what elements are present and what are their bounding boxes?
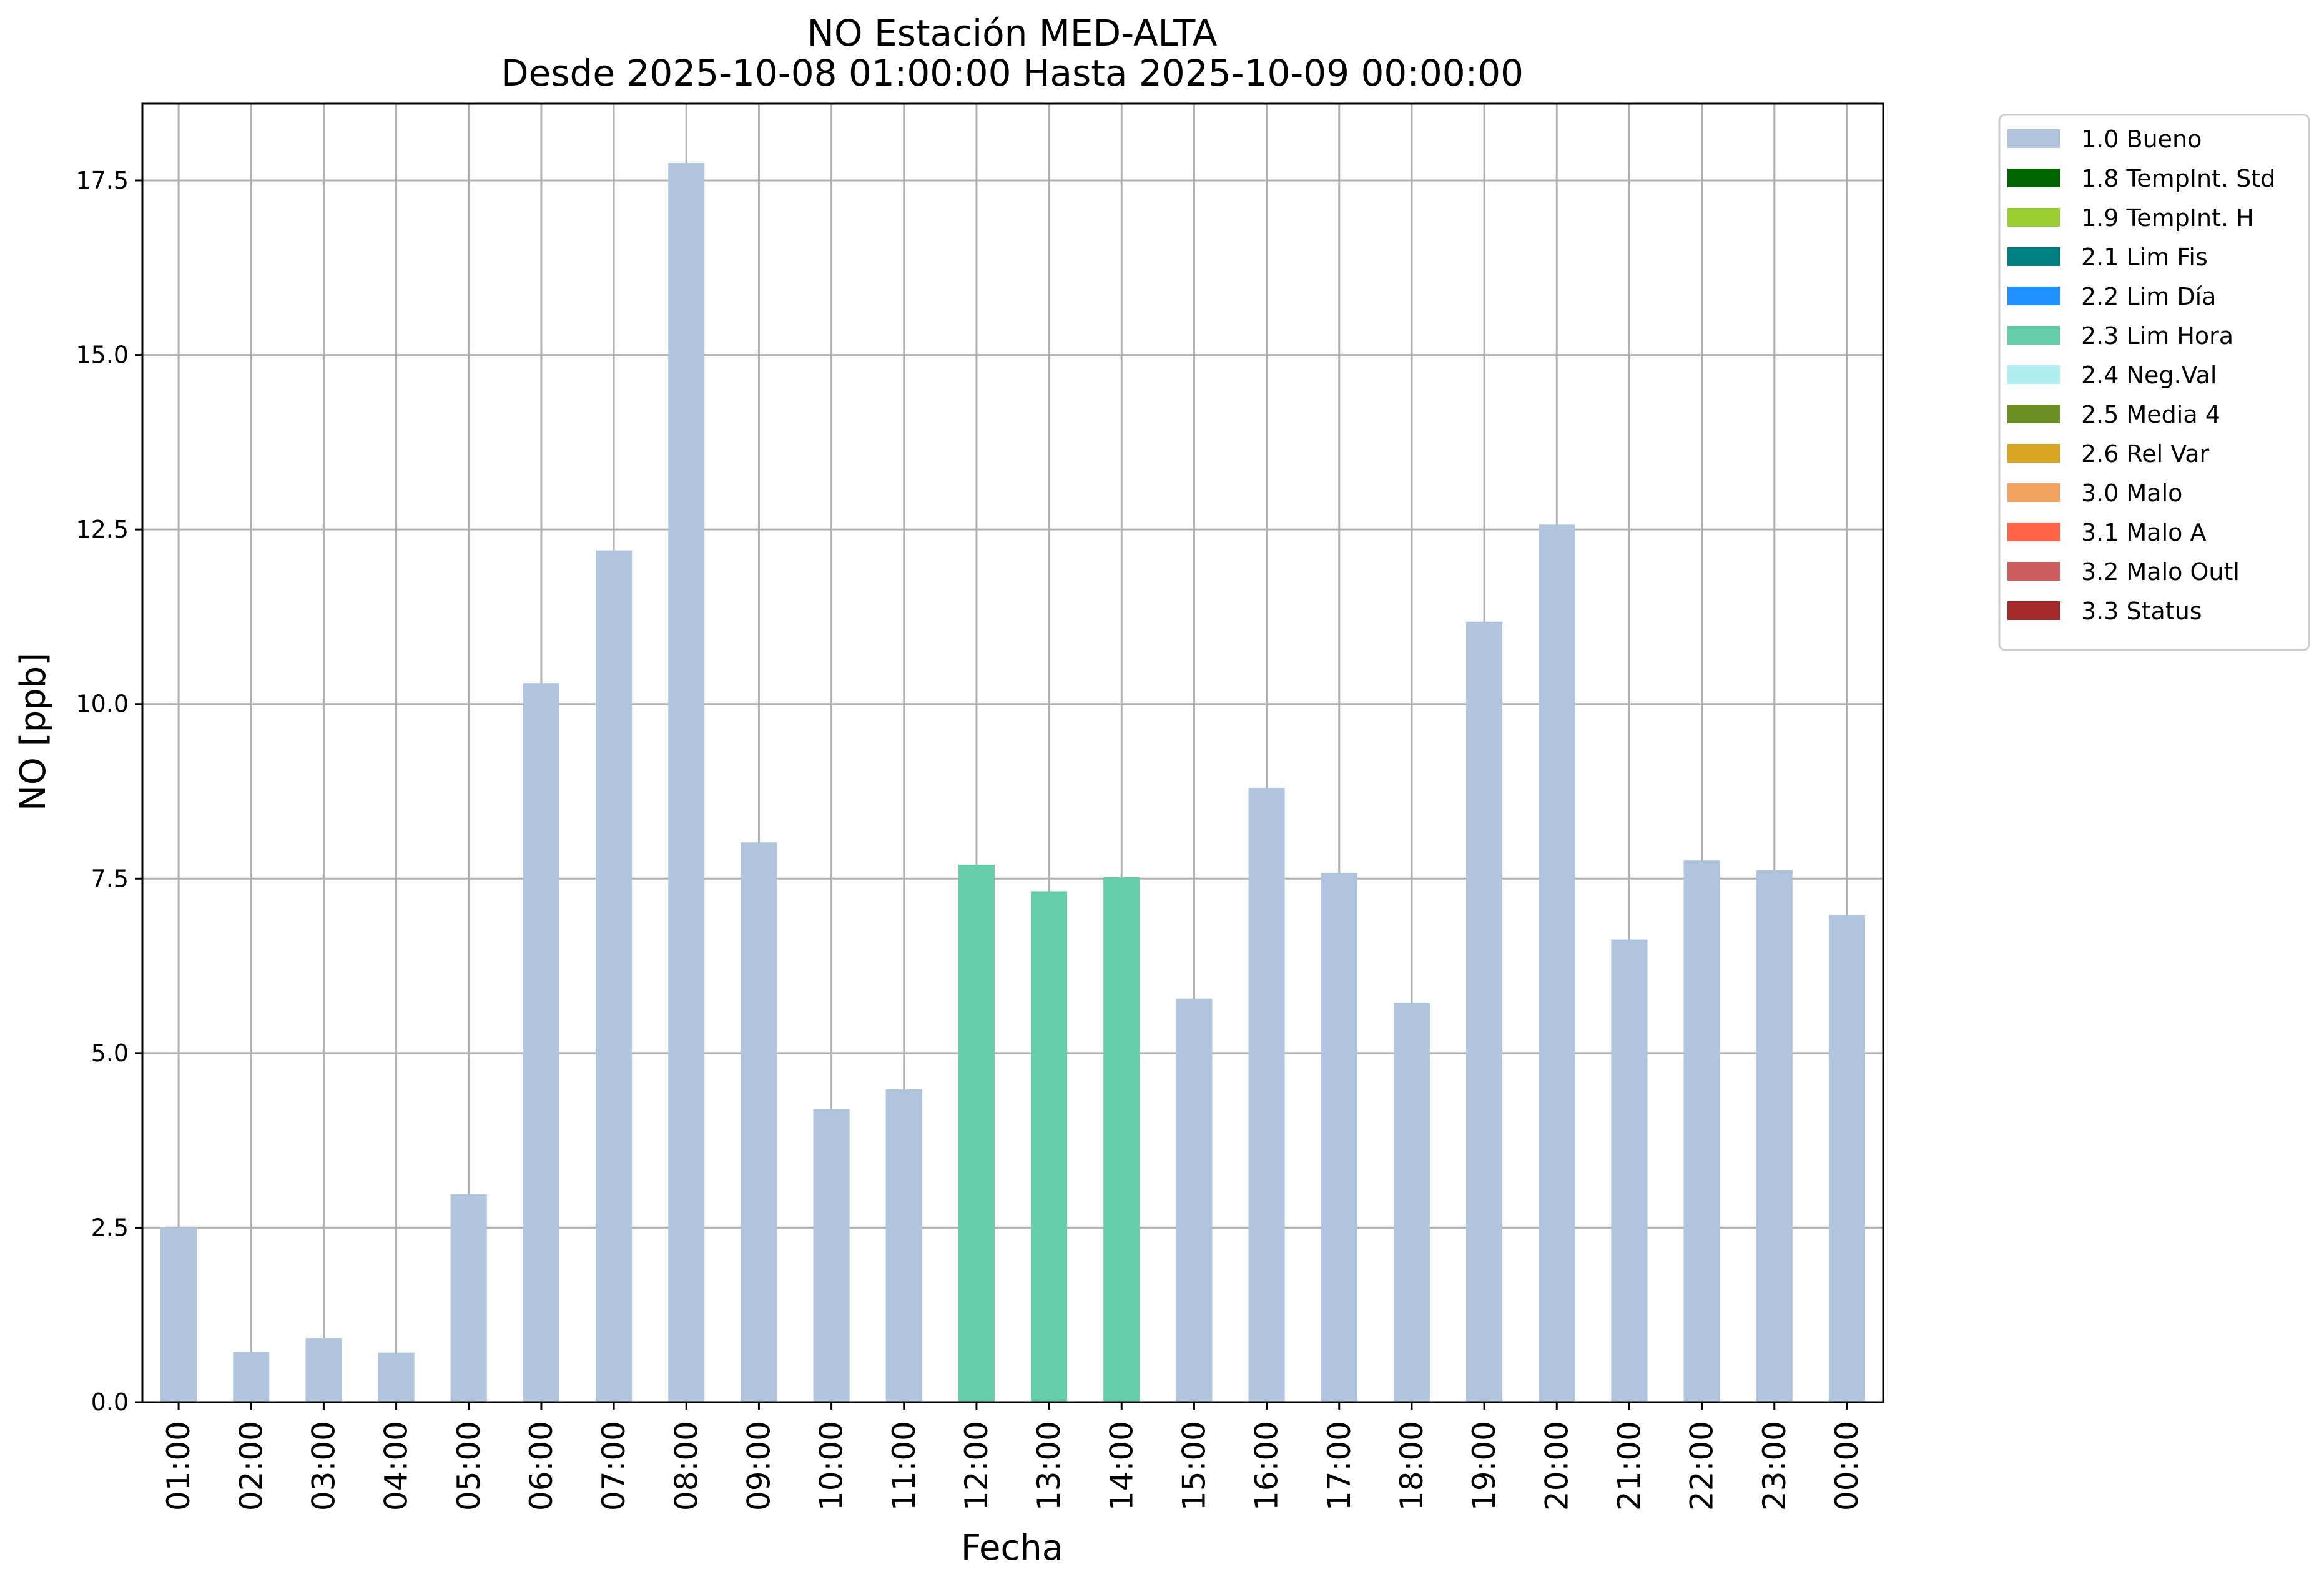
chart-subtitle: Desde 2025-10-08 01:00:00 Hasta 2025-10-…	[501, 52, 1524, 94]
legend-box	[1998, 114, 2310, 651]
x-tick-label: 13:00	[1031, 1421, 1067, 1511]
legend-label: 1.0 Bueno	[2081, 125, 2202, 153]
x-tick-label: 16:00	[1249, 1421, 1285, 1511]
x-tick-label: 00:00	[1829, 1421, 1865, 1511]
bar-0600	[523, 683, 559, 1402]
bar-1100	[885, 1089, 922, 1402]
bar-2300	[1756, 870, 1793, 1402]
y-axis-ticks: 0.0 2.5 5.0 7.5 10.0 12.5 15.0 17.5	[76, 167, 142, 1416]
legend-swatch	[2007, 208, 2060, 227]
legend-swatch	[2007, 326, 2060, 345]
bar-2000	[1539, 524, 1575, 1403]
bar-1300	[1031, 891, 1068, 1402]
legend-swatch	[2007, 483, 2060, 502]
legend-label: 2.4 Neg.Val	[2081, 361, 2217, 389]
legend-swatch	[2007, 169, 2060, 187]
y-tick-label: 5.0	[91, 1039, 129, 1067]
bar-0000	[1828, 915, 1865, 1402]
bar-2200	[1683, 860, 1720, 1402]
x-tick-label: 21:00	[1611, 1421, 1647, 1511]
bar-0300	[305, 1338, 342, 1402]
bar-0100	[160, 1227, 197, 1402]
legend-label: 2.1 Lim Fis	[2081, 243, 2208, 271]
bar-0900	[741, 842, 777, 1402]
y-tick-label: 10.0	[76, 690, 129, 718]
y-tick-label: 12.5	[76, 516, 129, 543]
bar-0400	[378, 1352, 415, 1402]
bar-2100	[1611, 939, 1648, 1402]
legend-label: 2.6 Rel Var	[2081, 440, 2210, 468]
y-tick-label: 7.5	[91, 865, 129, 892]
x-tick-label: 15:00	[1176, 1421, 1212, 1511]
bar-1900	[1466, 621, 1503, 1402]
plot-frame	[141, 102, 1884, 1403]
legend-swatch	[2007, 562, 2060, 581]
legend: 1.0 Bueno 1.8 TempInt. Std 1.9 TempInt. H 2…	[1998, 114, 2310, 651]
x-tick-label: 06:00	[523, 1421, 559, 1511]
x-tick-label: 09:00	[741, 1421, 777, 1511]
legend-swatch	[2007, 365, 2060, 384]
x-tick-label: 02:00	[233, 1421, 269, 1511]
x-tick-label: 20:00	[1539, 1421, 1575, 1511]
legend-swatch	[2007, 523, 2060, 541]
bar-1500	[1176, 998, 1213, 1402]
legend-label: 1.9 TempInt. H	[2081, 204, 2254, 232]
y-tick-label: 0.0	[91, 1388, 129, 1416]
x-axis-ticks: 01:00 02:00 03:00 04:00 05:00 06:00 07:00 08:00…	[160, 1402, 1865, 1511]
x-tick-label: 23:00	[1756, 1421, 1793, 1511]
x-tick-label: 22:00	[1684, 1421, 1720, 1511]
bar-1600	[1248, 787, 1285, 1402]
x-tick-label: 18:00	[1394, 1421, 1430, 1511]
legend-label: 1.8 TempInt. Std	[2081, 165, 2275, 192]
x-tick-label: 07:00	[596, 1421, 632, 1511]
bar-1800	[1393, 1003, 1430, 1402]
bar-0800	[668, 163, 705, 1403]
x-tick-label: 03:00	[305, 1421, 342, 1511]
x-tick-label: 14:00	[1103, 1421, 1140, 1511]
legend-label: 3.1 Malo A	[2081, 519, 2206, 546]
x-tick-label: 17:00	[1321, 1421, 1357, 1511]
legend-swatch	[2007, 247, 2060, 266]
chart-title: NO Estación MED-ALTA	[807, 12, 1218, 54]
legend-label: 3.3 Status	[2081, 597, 2202, 625]
x-tick-label: 10:00	[814, 1421, 850, 1511]
legend-label: 3.0 Malo	[2081, 479, 2182, 507]
bar-0500	[450, 1194, 487, 1402]
y-tick-label: 17.5	[76, 167, 129, 194]
bar-1400	[1103, 877, 1140, 1402]
legend-swatch	[2007, 287, 2060, 305]
bars	[160, 163, 1865, 1403]
x-tick-label: 04:00	[378, 1421, 415, 1511]
legend-label: 2.5 Media 4	[2081, 401, 2220, 428]
y-axis-label: NO [ppb]	[13, 652, 54, 811]
y-tick-label: 2.5	[91, 1214, 129, 1241]
bar-1000	[813, 1109, 850, 1402]
bar-0700	[596, 550, 633, 1402]
x-tick-label: 05:00	[451, 1421, 487, 1511]
legend-swatch	[2007, 444, 2060, 463]
x-axis-label: Fecha	[961, 1528, 1063, 1568]
x-tick-label: 11:00	[886, 1421, 922, 1511]
bar-1200	[958, 864, 995, 1402]
x-tick-label: 01:00	[160, 1421, 197, 1511]
x-tick-label: 12:00	[958, 1421, 995, 1511]
legend-label: 2.2 Lim Día	[2081, 283, 2216, 310]
x-tick-label: 08:00	[668, 1421, 704, 1511]
y-tick-label: 15.0	[76, 341, 129, 369]
bar-1700	[1321, 873, 1357, 1402]
bar-0200	[233, 1352, 270, 1402]
legend-swatch	[2007, 601, 2060, 620]
legend-label: 2.3 Lim Hora	[2081, 322, 2233, 350]
x-tick-label: 19:00	[1466, 1421, 1502, 1511]
legend-swatch	[2007, 129, 2060, 148]
legend-swatch	[2007, 405, 2060, 423]
legend-label: 3.2 Malo Outl	[2081, 558, 2240, 586]
